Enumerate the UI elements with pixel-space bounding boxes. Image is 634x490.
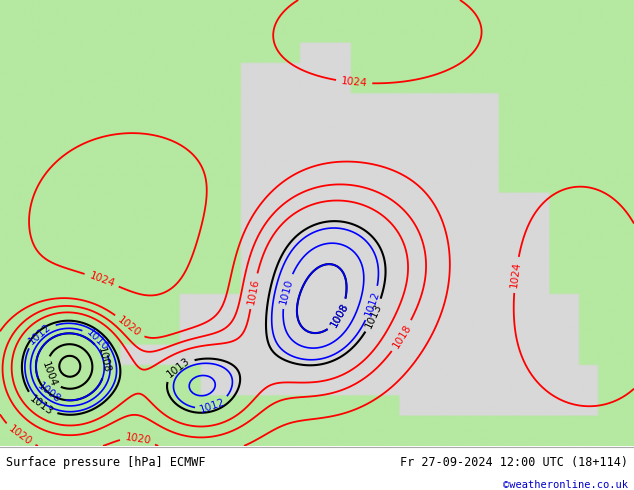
Text: 1008: 1008 [328,302,350,329]
Text: 1013: 1013 [364,301,384,330]
Text: 1013: 1013 [165,356,191,380]
Text: 1008: 1008 [96,346,111,374]
Text: 1024: 1024 [340,76,368,89]
Text: 1012: 1012 [198,397,226,415]
Text: 1008: 1008 [36,381,62,405]
Text: 1012: 1012 [363,289,382,318]
Text: 1020: 1020 [6,424,34,447]
Text: 1024: 1024 [509,261,522,289]
Text: 1010: 1010 [278,277,295,305]
Text: 1012: 1012 [27,321,53,346]
Text: 1018: 1018 [391,322,413,350]
Text: 1008: 1008 [328,302,350,329]
Text: 1004: 1004 [39,360,58,388]
Text: 1020: 1020 [124,432,152,445]
Text: 1010: 1010 [85,327,110,353]
Text: ©weatheronline.co.uk: ©weatheronline.co.uk [503,480,628,490]
Text: 1016: 1016 [246,277,261,305]
Text: 1013: 1013 [27,393,55,417]
Text: 1020: 1020 [116,315,143,339]
Text: Surface pressure [hPa] ECMWF: Surface pressure [hPa] ECMWF [6,456,206,469]
Text: Fr 27-09-2024 12:00 UTC (18+114): Fr 27-09-2024 12:00 UTC (18+114) [399,456,628,469]
Text: 1024: 1024 [87,270,116,289]
